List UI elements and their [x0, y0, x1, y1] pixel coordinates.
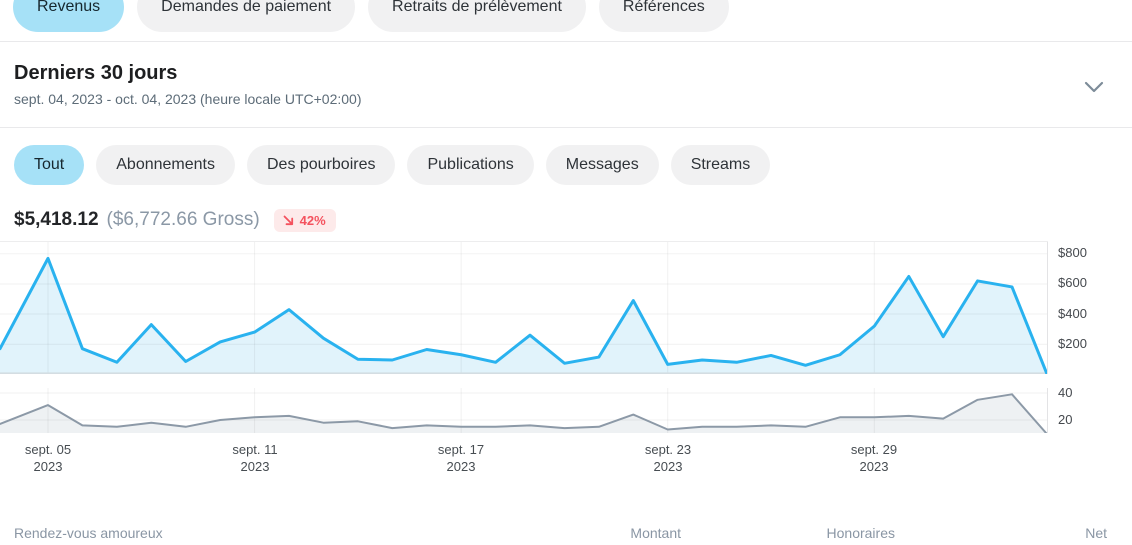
earnings-summary: $5,418.12 ($6,772.66 Gross) 42%: [14, 206, 336, 234]
y-axis-label: $800: [1058, 245, 1087, 260]
x-axis-label: sept. 05 2023: [24, 442, 72, 474]
tab-retraits-de-prelevement[interactable]: Retraits de prélèvement: [368, 0, 586, 32]
x-axis-label: sept. 17 2023: [437, 442, 485, 474]
filter-publications[interactable]: Publications: [407, 145, 534, 185]
y-axis-label: $400: [1058, 306, 1087, 321]
gross-amount: ($6,772.66 Gross): [106, 209, 260, 230]
y-axis-label: $600: [1058, 275, 1087, 290]
period-title: Derniers 30 jours: [14, 62, 178, 84]
tabbar-divider: [0, 41, 1132, 42]
column-header-amount: Montant: [630, 525, 681, 541]
y-axis-label: 20: [1058, 412, 1073, 427]
filter-messages[interactable]: Messages: [545, 145, 659, 185]
transactions-table-header: Rendez-vous amoureux Montant Honoraires …: [0, 525, 1132, 545]
filter-abonnements[interactable]: Abonnements: [96, 145, 235, 185]
header-divider: [0, 127, 1132, 128]
filter-streams[interactable]: Streams: [670, 145, 771, 185]
change-percent: 42%: [299, 212, 326, 228]
y-axis-label: 40: [1058, 385, 1073, 400]
earnings-area-chart[interactable]: [0, 241, 1048, 374]
column-header-type: Rendez-vous amoureux: [14, 525, 163, 541]
net-amount: $5,418.12: [14, 209, 99, 230]
tab-demandes-de-paiement[interactable]: Demandes de paiement: [137, 0, 356, 32]
tab-references[interactable]: Références: [598, 0, 729, 32]
column-header-net: Net: [1085, 525, 1107, 541]
column-header-fees: Honoraires: [826, 525, 895, 541]
chevron-down-icon[interactable]: [1083, 80, 1105, 94]
filter-des-pourboires[interactable]: Des pourboires: [246, 145, 396, 185]
top-tab-bar: Revenus Demandes de paiement Retraits de p…: [13, 0, 729, 32]
tab-revenus[interactable]: Revenus: [13, 0, 125, 32]
change-badge: 42%: [273, 208, 336, 232]
category-filter-bar: Tout Abonnements Des pourboires Publication…: [14, 145, 771, 185]
arrow-down-right-icon: [283, 215, 293, 225]
secondary-area-chart[interactable]: [0, 388, 1048, 433]
x-axis-label: sept. 23 2023: [644, 442, 692, 474]
x-axis-label: sept. 11 2023: [232, 442, 278, 474]
y-axis-label: $200: [1058, 336, 1087, 351]
period-date-range: sept. 04, 2023 - oct. 04, 2023 (heure lo…: [14, 91, 362, 107]
filter-tout[interactable]: Tout: [14, 145, 85, 185]
x-axis-label: sept. 29 2023: [850, 442, 898, 474]
